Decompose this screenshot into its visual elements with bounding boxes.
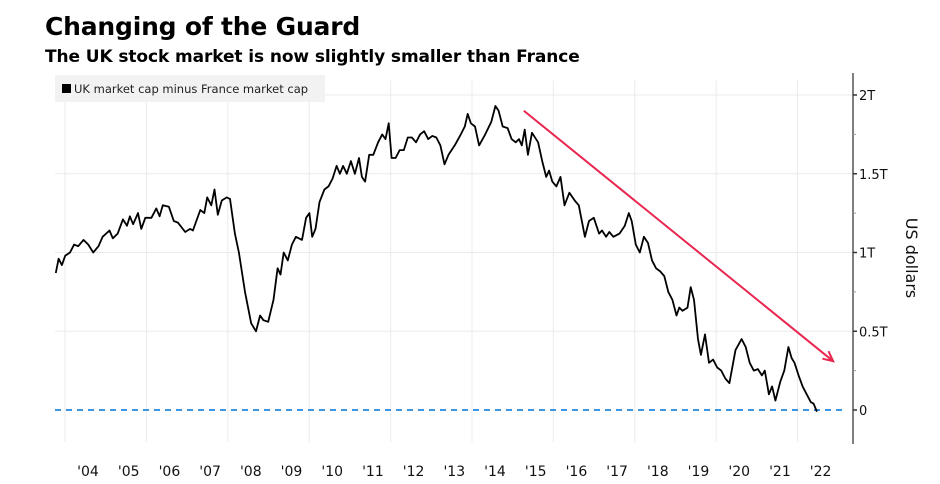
y-tick-label: 2T	[859, 89, 875, 104]
y-tick-label: 1.5T	[859, 168, 888, 183]
x-tick-label: '10	[321, 464, 343, 480]
x-tick-label: '08	[240, 464, 262, 480]
x-axis-labels: '04 '05 '06 '07 '08 '09 '10 '11 '12 '13 '14 '15 '16 '…	[77, 464, 831, 480]
grid	[55, 80, 853, 442]
x-tick-label: '22	[810, 464, 832, 480]
x-tick-label: '13	[443, 464, 465, 480]
series-group	[54, 105, 818, 412]
x-tick-label: '11	[362, 464, 384, 480]
legend-swatch-icon	[62, 84, 71, 93]
x-tick-label: '05	[118, 464, 140, 480]
trend-arrow-line	[523, 109, 834, 362]
x-tick-label: '17	[606, 464, 628, 480]
x-tick-label: '15	[525, 464, 547, 480]
x-tick-label: '21	[769, 464, 791, 480]
y-tick-label: 0	[859, 404, 867, 419]
legend-label: UK market cap minus France market cap	[74, 81, 309, 96]
y-tick-label: 0.5T	[859, 325, 888, 340]
x-tick-label: '16	[566, 464, 588, 480]
series-line	[54, 105, 818, 412]
annotations	[523, 109, 835, 363]
x-tick-label: '19	[688, 464, 710, 480]
x-tick-label: '09	[281, 464, 303, 480]
chart-subtitle: The UK stock market is now slightly smal…	[45, 47, 580, 67]
y-axis-title: US dollars	[902, 218, 921, 299]
x-tick-label: '20	[728, 464, 750, 480]
x-tick-label: '04	[77, 464, 99, 480]
x-tick-label: '12	[403, 464, 425, 480]
x-tick-label: '18	[647, 464, 669, 480]
y-axis: 0 0.5T 1T 1.5T 2T US dollars	[852, 73, 921, 444]
trend-arrow-head-icon	[822, 350, 835, 363]
chart-title: Changing of the Guard	[45, 12, 361, 41]
x-tick-label: '07	[199, 464, 221, 480]
y-tick-label: 1T	[859, 247, 875, 262]
x-tick-label: '14	[484, 464, 506, 480]
legend: UK market cap minus France market cap	[55, 75, 325, 102]
x-tick-label: '06	[159, 464, 181, 480]
